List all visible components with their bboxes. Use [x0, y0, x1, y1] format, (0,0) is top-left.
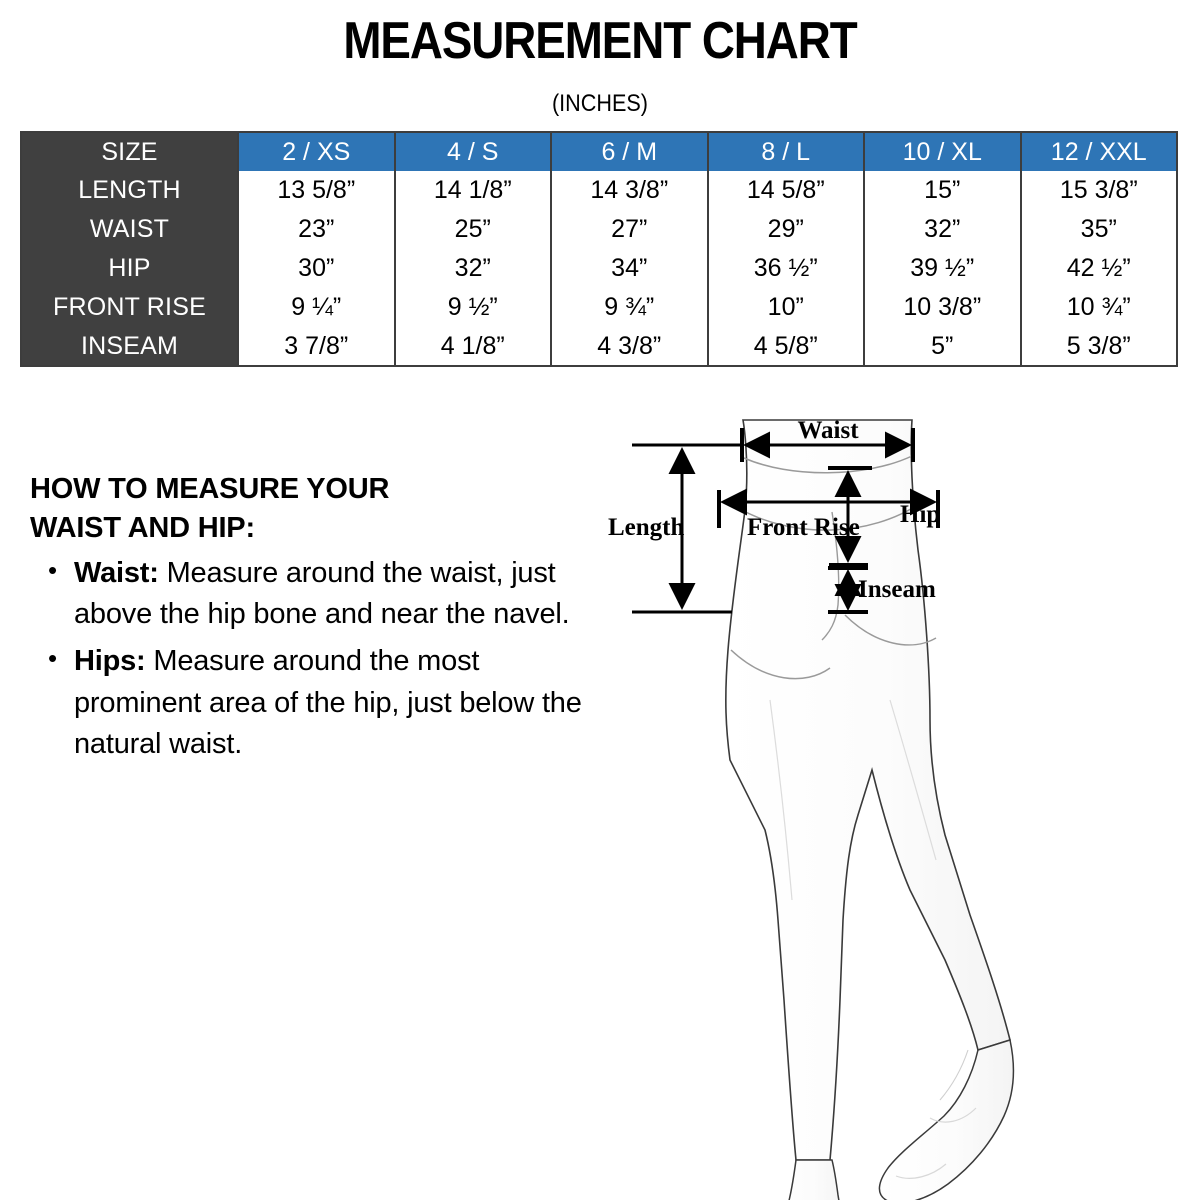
- measurement-diagram: Waist Length Front Rise Hip Inseam: [600, 400, 1200, 1200]
- table-row: WAIST 23” 25” 27” 29” 32” 35”: [21, 210, 1177, 249]
- page-title: MEASUREMENT CHART: [343, 12, 857, 70]
- how-to-measure-heading: HOW TO MEASURE YOUR WAIST AND HIP:: [30, 470, 590, 547]
- bullet-text-waist: Measure around the waist, just above the…: [74, 557, 570, 631]
- length-dimension: [632, 443, 742, 614]
- how-to-measure-list: Waist: Measure around the waist, just ab…: [30, 552, 590, 765]
- cell-waist-xxl: 35”: [1020, 210, 1177, 249]
- table-row: HIP 30” 32” 34” 36 ½” 39 ½” 42 ½”: [21, 249, 1177, 288]
- column-header-s: 4 / S: [394, 132, 552, 171]
- row-header-waist: WAIST: [21, 210, 239, 249]
- cell-hip-s: 32”: [394, 249, 552, 288]
- row-header-size: SIZE: [21, 132, 239, 171]
- how-to-measure-section: HOW TO MEASURE YOUR WAIST AND HIP: Waist…: [30, 470, 590, 765]
- cell-front-rise-s: 9 ½”: [394, 288, 552, 327]
- column-header-xl: 10 / XL: [864, 132, 1022, 171]
- bullet-text-hips: Measure around the most prominent area o…: [74, 645, 582, 760]
- row-header-length: LENGTH: [21, 171, 239, 210]
- how-to-measure-heading-line1: HOW TO MEASURE YOUR: [30, 473, 390, 505]
- cell-waist-xl: 32”: [864, 210, 1022, 249]
- bullet-term-hips: Hips:: [74, 645, 146, 678]
- list-item: Waist: Measure around the waist, just ab…: [48, 552, 590, 635]
- inseam-dimension: [828, 566, 868, 614]
- column-header-m: 6 / M: [551, 132, 709, 171]
- cell-hip-m: 34”: [551, 249, 709, 288]
- cell-length-xxl: 15 3/8”: [1020, 171, 1177, 210]
- cell-inseam-m: 4 3/8”: [551, 327, 709, 367]
- measurement-table: SIZE 2 / XS 4 / S 6 / M 8 / L 10 / XL 12…: [20, 131, 1178, 367]
- table-row: FRONT RISE 9 ¼” 9 ½” 9 ¾” 10” 10 3/8” 10…: [21, 288, 1177, 327]
- cell-hip-l: 36 ½”: [707, 249, 865, 288]
- front-rise-dimension: [828, 466, 872, 567]
- cell-front-rise-m: 9 ¾”: [551, 288, 709, 327]
- bullet-term-waist: Waist:: [74, 557, 159, 590]
- page-subtitle: (INCHES): [551, 90, 648, 117]
- cell-waist-l: 29”: [707, 210, 865, 249]
- cell-hip-xl: 39 ½”: [864, 249, 1022, 288]
- label-waist: Waist: [797, 417, 859, 444]
- cell-front-rise-xl: 10 3/8”: [864, 288, 1022, 327]
- cell-waist-xs: 23”: [238, 210, 396, 249]
- table-header-row: SIZE 2 / XS 4 / S 6 / M 8 / L 10 / XL 12…: [21, 132, 1177, 171]
- cell-hip-xs: 30”: [238, 249, 396, 288]
- body-illustration: [725, 419, 1015, 1200]
- row-header-inseam: INSEAM: [21, 327, 239, 367]
- cell-hip-xxl: 42 ½”: [1020, 249, 1177, 288]
- table-row: LENGTH 13 5/8” 14 1/8” 14 3/8” 14 5/8” 1…: [21, 171, 1177, 210]
- cell-front-rise-xs: 9 ¼”: [238, 288, 396, 327]
- cell-waist-s: 25”: [394, 210, 552, 249]
- cell-inseam-xxl: 5 3/8”: [1020, 327, 1177, 367]
- measurement-annotations: [632, 428, 940, 614]
- label-inseam: Inseam: [858, 576, 936, 603]
- label-hip: Hip: [900, 501, 940, 528]
- cell-inseam-l: 4 5/8”: [707, 327, 865, 367]
- cell-inseam-xl: 5”: [864, 327, 1022, 367]
- cell-length-m: 14 3/8”: [551, 171, 709, 210]
- column-header-xs: 2 / XS: [238, 132, 396, 171]
- how-to-measure-heading-line2: WAIST AND HIP:: [30, 511, 255, 544]
- hip-dimension: [717, 488, 940, 528]
- label-front-rise: Front Rise: [747, 514, 860, 541]
- cell-length-s: 14 1/8”: [394, 171, 552, 210]
- cell-front-rise-xxl: 10 ¾”: [1020, 288, 1177, 327]
- cell-inseam-xs: 3 7/8”: [238, 327, 396, 367]
- column-header-xxl: 12 / XXL: [1020, 132, 1177, 171]
- cell-front-rise-l: 10”: [707, 288, 865, 327]
- cell-waist-m: 27”: [551, 210, 709, 249]
- cell-length-xs: 13 5/8”: [238, 171, 396, 210]
- cell-length-l: 14 5/8”: [707, 171, 865, 210]
- column-header-l: 8 / L: [707, 132, 865, 171]
- row-header-hip: HIP: [21, 249, 239, 288]
- cell-inseam-s: 4 1/8”: [394, 327, 552, 367]
- list-item: Hips: Measure around the most prominent …: [48, 640, 590, 765]
- label-length: Length: [608, 514, 685, 541]
- table-row: INSEAM 3 7/8” 4 1/8” 4 3/8” 4 5/8” 5” 5 …: [21, 327, 1177, 367]
- row-header-front-rise: FRONT RISE: [21, 288, 239, 327]
- cell-length-xl: 15”: [864, 171, 1022, 210]
